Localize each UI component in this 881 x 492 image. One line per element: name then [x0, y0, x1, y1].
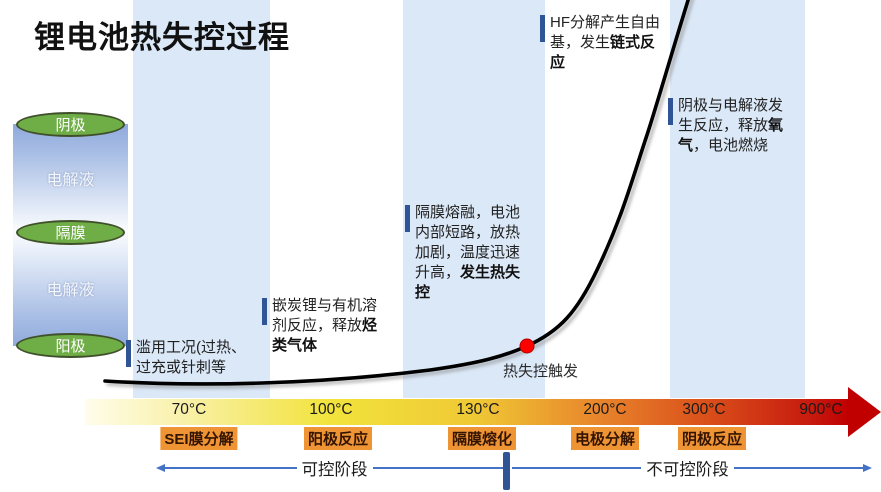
annotation-text-normal: 阴极与电解液发生反应，释放	[678, 97, 784, 134]
annotation-bar-icon	[540, 15, 545, 42]
battery-layer-anode: 阳极	[16, 333, 125, 358]
tick-100c: 100°C	[309, 401, 353, 418]
page-title: 锂电池热失控过程	[34, 20, 290, 55]
phase-divider-bar	[503, 452, 510, 490]
phase-controllable-arrow: 可控阶段	[156, 456, 504, 480]
phase-uncontrollable-arrow: 不可控阶段	[512, 456, 872, 480]
stage-label-cathode: 阴极反应	[677, 427, 747, 450]
phase-line	[733, 467, 863, 469]
battery-layer-separator-label: 隔膜	[55, 225, 86, 242]
phase-uncontrollable-label: 不可控阶段	[646, 461, 729, 479]
phase-controllable-label: 可控阶段	[301, 461, 368, 479]
annotation-text: 阴极与电解液发生反应，释放氧气，电池燃烧	[678, 96, 792, 156]
tick-200c: 200°C	[583, 401, 627, 418]
annotation-text: HF分解产生自由基，发生链式反应	[550, 13, 664, 73]
temperature-gradient-bar	[85, 399, 848, 425]
tick-70c: 70°C	[171, 401, 207, 418]
arrow-right-icon	[863, 464, 872, 472]
stage-label-sei: SEI膜分解	[160, 427, 238, 450]
annotation-anode-reaction: 嵌炭锂与有机溶剂反应，释放烃类气体	[262, 296, 386, 356]
background-band-3	[670, 0, 805, 398]
battery-layer-cathode-label: 阴极	[55, 117, 86, 134]
tick-130c: 130°C	[456, 401, 500, 418]
phase-line	[512, 467, 642, 469]
phase-line	[165, 467, 297, 469]
annotation-text: 滥用工况(过热、过充或针刺等	[136, 338, 250, 378]
annotation-bar-icon	[126, 340, 131, 367]
annotation-hf-decomposition: HF分解产生自由基，发生链式反应	[540, 13, 664, 73]
phase-line	[372, 467, 504, 469]
annotation-abuse-conditions: 滥用工况(过热、过充或针刺等	[126, 338, 250, 378]
temperature-arrowhead-icon	[848, 387, 881, 437]
background-band-2	[403, 0, 545, 398]
battery-layer-anode-label: 阳极	[55, 338, 86, 355]
stage-label-separator: 隔膜熔化	[447, 427, 517, 450]
annotation-text-normal: 滥用工况(过热、过充或针刺等	[136, 339, 246, 376]
tick-300c: 300°C	[682, 401, 726, 418]
battery-layer-separator: 隔膜	[16, 220, 125, 245]
annotation-cathode-reaction: 阴极与电解液发生反应，释放氧气，电池燃烧	[668, 96, 792, 156]
battery-layer-electrolyte-top: 电解液	[46, 172, 95, 189]
battery-layer-electrolyte-bottom: 电解液	[46, 282, 95, 299]
annotation-text: 嵌炭锂与有机溶剂反应，释放烃类气体	[272, 296, 386, 356]
annotation-bar-icon	[668, 98, 673, 125]
stage-label-electrode: 电极分解	[570, 427, 640, 450]
annotation-text-post: ，电池燃烧	[693, 137, 769, 154]
annotation-bar-icon	[262, 298, 267, 325]
trigger-point-label: 热失控触发	[503, 363, 579, 380]
stage-label-anode: 阳极反应	[303, 427, 373, 450]
annotation-bar-icon	[405, 205, 410, 232]
battery-layer-cathode: 阴极	[16, 112, 125, 137]
annotation-text: 隔膜熔融，电池内部短路，放热加剧，温度迅速升高，发生热失控	[415, 203, 529, 303]
annotation-separator-melt: 隔膜熔融，电池内部短路，放热加剧，温度迅速升高，发生热失控	[405, 203, 529, 303]
tick-900c: 900°C	[799, 401, 843, 418]
arrow-left-icon	[156, 464, 165, 472]
